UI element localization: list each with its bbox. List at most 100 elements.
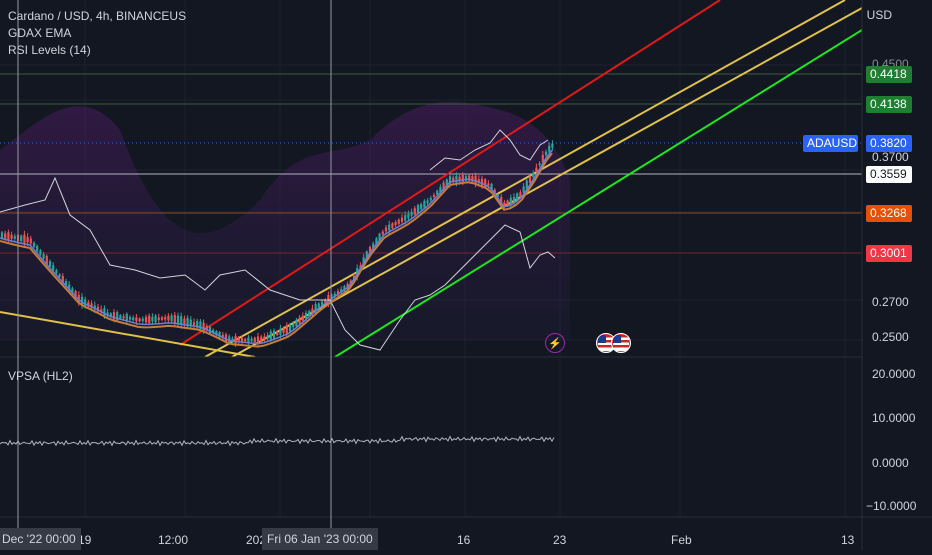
candle-body (519, 192, 522, 197)
candle-body (445, 179, 448, 187)
candle-body (455, 175, 458, 183)
candle-body (512, 196, 516, 202)
price-badge-green: 0.4138 (866, 96, 912, 113)
candle-body (128, 317, 132, 320)
candle-body (202, 322, 205, 331)
candle-body (160, 317, 164, 320)
candle-body (372, 243, 375, 249)
vpsa-tick: −10.0000 (866, 499, 917, 513)
candle-body (410, 211, 413, 216)
candle-body (413, 208, 416, 215)
candle-body (301, 315, 304, 321)
candle-body (96, 306, 100, 312)
candle-body (180, 316, 183, 325)
candle-body (442, 182, 445, 191)
candle-body (509, 197, 512, 205)
candle-body (237, 338, 240, 342)
candle-body (234, 335, 237, 345)
time-tick: 13 (841, 533, 855, 547)
channel-line-yellow (204, 0, 846, 357)
candle-body (541, 154, 544, 163)
candle-body (183, 318, 186, 325)
time-tick: Feb (671, 533, 692, 547)
time-tick: 23 (553, 533, 567, 547)
us-flag-icon[interactable] (611, 333, 631, 353)
candle-body (333, 293, 336, 297)
vpsa-line (0, 435, 555, 447)
candle-body (282, 328, 285, 333)
candle-body (64, 281, 68, 286)
candle-body (461, 174, 464, 183)
candle-body (208, 326, 212, 334)
candle-body (36, 246, 39, 252)
candle-body (532, 172, 535, 177)
candle-body (32, 242, 36, 247)
price-badge-green: 0.4418 (866, 66, 912, 83)
candle-body (45, 255, 48, 265)
candle-body (116, 312, 119, 321)
lightning-icon[interactable]: ⚡ (545, 333, 565, 353)
indicator-rsi-levels[interactable]: RSI Levels (14) (8, 43, 91, 57)
candle-body (346, 283, 349, 290)
candle-body (199, 321, 202, 329)
candle-body (141, 318, 144, 322)
price-tick: 0.3700 (872, 150, 909, 164)
candle-body (516, 193, 519, 201)
candle-body (87, 302, 90, 307)
candle-body (13, 236, 16, 239)
candle-body (224, 334, 228, 342)
candle-body (103, 308, 106, 317)
rsi-glow-band (0, 101, 570, 340)
ema-line-blue (0, 149, 553, 345)
candle-body (464, 176, 468, 181)
candle-body (90, 303, 93, 309)
rsi-curve (0, 176, 556, 351)
channel-line-green (334, 29, 862, 357)
candle-body (26, 237, 29, 243)
indicator-gdax-ema[interactable]: GDAX EMA (8, 26, 72, 40)
candle-body (506, 200, 509, 206)
candle-body (186, 317, 189, 327)
candle-body (279, 328, 282, 335)
current-price-badge: 0.3820 (866, 135, 912, 152)
candle-body (404, 215, 407, 221)
candle-body (164, 317, 167, 320)
candle-body (327, 294, 330, 304)
indicator-vpsa[interactable]: VPSA (HL2) (8, 369, 73, 383)
vpsa-tick: 0.0000 (872, 456, 909, 470)
candle-body (189, 319, 192, 327)
price-level-lines (0, 73, 862, 254)
candle-body (138, 318, 141, 322)
time-tick: 19 (78, 533, 92, 547)
candle-body (250, 338, 253, 342)
candle-body (388, 224, 391, 231)
candle-body (77, 294, 80, 303)
candle-body (423, 200, 426, 208)
candle-body (52, 265, 55, 271)
candle-body (426, 200, 429, 204)
candle-body (247, 337, 250, 343)
candle-body (61, 275, 64, 283)
symbol-title[interactable]: Cardano / USD, 4h, BINANCEUS (8, 9, 187, 23)
candle-body (196, 321, 199, 328)
candle-body (176, 315, 180, 325)
candle-body (285, 325, 288, 334)
candle-body (304, 312, 308, 319)
candle-body (218, 331, 221, 338)
channel-line-yellow (0, 311, 256, 357)
candle-body (292, 324, 295, 328)
candle-body (484, 179, 487, 188)
candle-body (538, 163, 541, 166)
price-axis-unit[interactable]: USD (866, 8, 892, 22)
candle-body (362, 257, 365, 266)
candle-body (231, 338, 234, 342)
candle-body (487, 183, 490, 186)
candle-body (308, 310, 311, 316)
candle-body (42, 254, 45, 259)
candle-body (468, 175, 471, 181)
candle-body (432, 194, 436, 198)
candle-body (336, 291, 340, 295)
candle-body (340, 289, 343, 293)
